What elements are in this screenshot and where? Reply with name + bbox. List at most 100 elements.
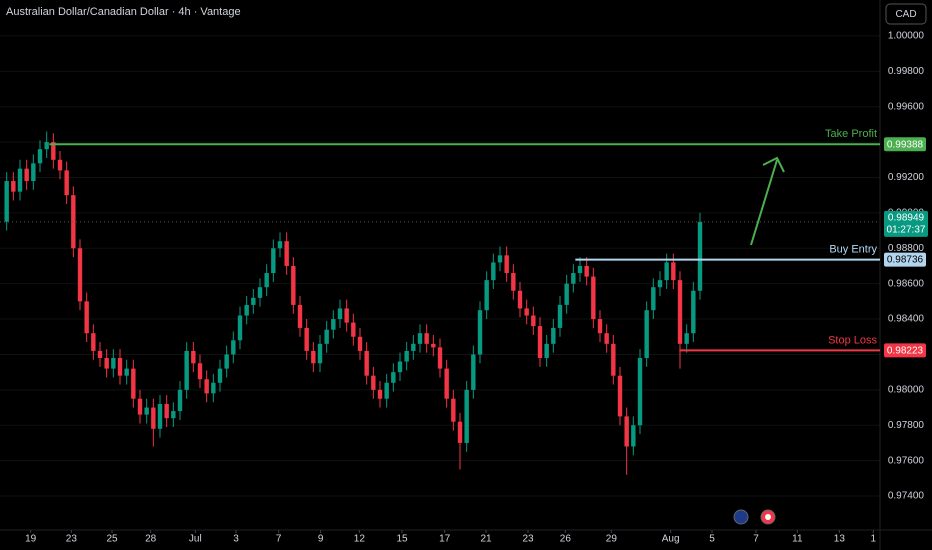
candle-body: [317, 343, 323, 364]
candle-body: [451, 398, 456, 422]
candle-body: [24, 168, 29, 182]
candle-body: [537, 326, 543, 358]
candle-body: [564, 283, 569, 305]
candle-body: [311, 350, 316, 364]
candle-body: [344, 308, 349, 323]
x-tick-label: 12: [354, 534, 366, 545]
candle-body: [31, 163, 36, 182]
candle-body: [477, 310, 483, 355]
candle-body: [457, 421, 463, 443]
candle-body: [431, 343, 436, 348]
candle-body: [277, 241, 283, 249]
candle-body: [524, 308, 529, 316]
candle-body: [324, 329, 329, 344]
candle-body: [184, 350, 189, 390]
level-price-label: 0.99388: [887, 139, 924, 150]
candle-body: [84, 301, 89, 334]
candle-body: [284, 241, 289, 266]
x-tick-label: 25: [106, 534, 118, 545]
candle-body: [297, 304, 303, 328]
candle-body: [677, 280, 683, 344]
candle-body: [391, 372, 396, 383]
chart-title: Australian Dollar/Canadian Dollar · 4h ·…: [6, 6, 241, 18]
candle-body: [557, 304, 563, 328]
last-price-box: [884, 210, 928, 237]
candle-body: [91, 333, 96, 351]
countdown-label: 01:27:37: [887, 225, 926, 236]
x-tick-label: 3: [233, 534, 239, 545]
event-icons: [733, 509, 776, 525]
candle-body: [624, 416, 629, 447]
candle-body: [224, 354, 229, 369]
x-tick-label: 1: [871, 534, 877, 545]
candle-body: [617, 375, 623, 417]
y-tick-label: 0.98800: [888, 243, 925, 254]
x-tick-label: 7: [753, 534, 759, 545]
candle-body: [671, 262, 676, 281]
candle-body: [697, 221, 703, 291]
candle-body: [531, 315, 536, 327]
y-tick-label: 0.99600: [888, 101, 925, 112]
level-name: Take Profit: [825, 128, 877, 140]
candle-body: [571, 273, 576, 284]
candle-body: [71, 195, 76, 249]
x-tick-label: 7: [276, 534, 282, 545]
candle-body: [291, 265, 296, 305]
x-tick-label: 23: [522, 534, 534, 545]
candle-body: [217, 368, 223, 383]
y-tick-label: 0.97800: [888, 420, 925, 431]
candle-body: [331, 319, 336, 330]
candle-body: [384, 382, 389, 399]
candle-body: [57, 159, 63, 171]
x-tick-label: 28: [145, 534, 157, 545]
candle-body: [437, 347, 443, 369]
candle-body: [271, 248, 276, 274]
candle-body: [117, 357, 123, 376]
level-name: Buy Entry: [829, 244, 877, 256]
candle-body: [651, 287, 656, 311]
candle-body: [597, 319, 603, 334]
candle-body: [97, 350, 103, 358]
candle-body: [377, 389, 383, 399]
candle-body: [164, 404, 169, 419]
candle-body: [131, 368, 136, 399]
candle-body: [197, 363, 203, 380]
candle-body: [631, 425, 636, 447]
y-tick-label: 0.99200: [888, 172, 925, 183]
candle-body: [257, 287, 263, 298]
candle-body: [371, 375, 376, 390]
x-tick-label: 13: [834, 534, 846, 545]
candle-body: [17, 168, 23, 192]
candle-body: [251, 297, 256, 305]
candle-body: [584, 265, 589, 277]
candle-body: [104, 357, 109, 369]
candle-body: [204, 379, 209, 394]
candle-body: [11, 181, 16, 192]
y-tick-label: 0.97600: [888, 455, 925, 466]
candle-body: [4, 181, 9, 222]
candle-body: [211, 382, 216, 394]
currency-label[interactable]: CAD: [895, 9, 916, 20]
currency-button[interactable]: [885, 3, 927, 25]
candle-body: [237, 315, 243, 341]
candle-body: [644, 310, 649, 358]
plot: [0, 35, 880, 497]
x-tick-label: 19: [25, 534, 37, 545]
candle-body: [444, 368, 449, 399]
candle-body: [51, 142, 56, 160]
candle-body: [424, 333, 429, 344]
candle-body: [511, 273, 516, 291]
candle-body: [591, 276, 596, 320]
candle-body: [364, 350, 369, 376]
candle-body: [264, 273, 269, 288]
x-tick-label: Aug: [662, 534, 680, 545]
candle-body: [171, 411, 176, 419]
candle-body: [337, 308, 343, 320]
candle-body: [684, 333, 689, 344]
candle-body: [157, 404, 163, 429]
y-tick-label: 1.00000: [888, 31, 925, 42]
x-tick-label: 29: [606, 534, 618, 545]
y-tick-label: 0.99800: [888, 66, 925, 77]
candle-body: [484, 280, 489, 311]
